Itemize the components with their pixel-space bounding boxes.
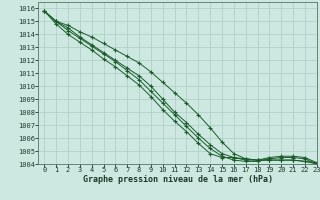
X-axis label: Graphe pression niveau de la mer (hPa): Graphe pression niveau de la mer (hPa) <box>83 175 273 184</box>
